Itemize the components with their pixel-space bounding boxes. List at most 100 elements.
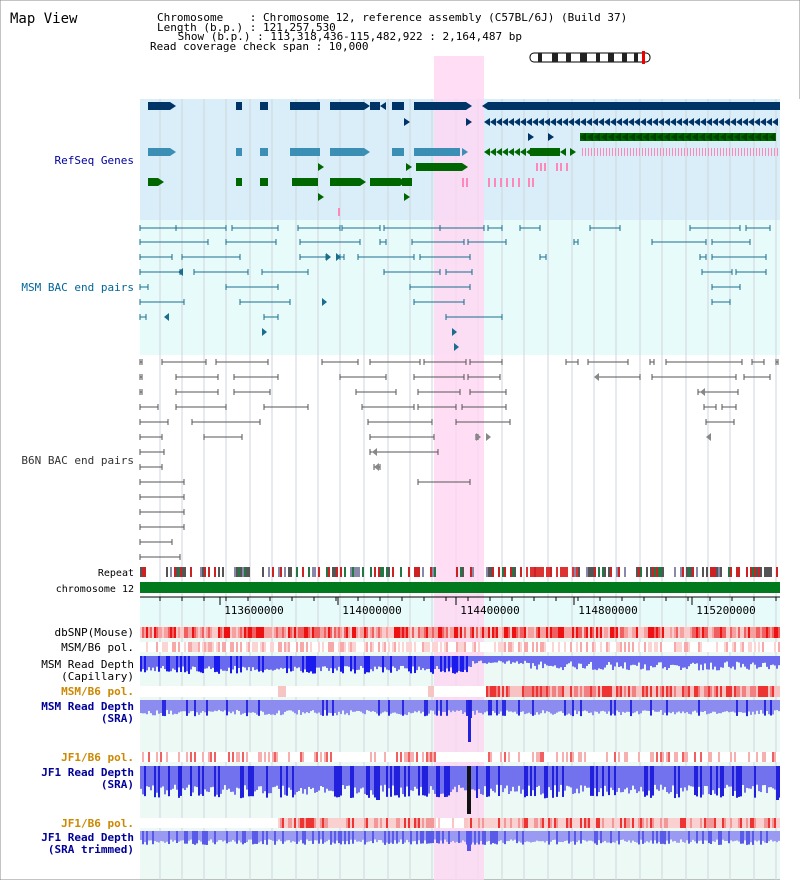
jf1-b6-pol-cell [440, 752, 442, 762]
msm-capillary-depth-bar [756, 656, 758, 669]
msm-b6-pol-cell [400, 686, 402, 697]
jf1-b6-pol-cell [438, 818, 440, 828]
jf1-trimmed-depth-bar [472, 831, 474, 843]
dbsnp-cell [312, 627, 314, 638]
jf1-trimmed-depth-bar [620, 831, 622, 840]
snp-mark [711, 148, 712, 156]
jf1-sra-depth-bar [764, 766, 766, 786]
repeat-element [766, 567, 768, 577]
msm-b6-pol-cell [306, 642, 308, 652]
jf1-sra-depth-bar [232, 766, 234, 792]
dbsnp-cell [412, 627, 414, 638]
dbsnp-cell [620, 627, 622, 638]
dbsnp-cell [346, 627, 348, 638]
msm-b6-pol-cell [470, 642, 472, 652]
msm-b6-pol-cell [176, 642, 178, 652]
msm-sra-depth-bar [482, 700, 484, 715]
msm-b6-pol-cell [590, 642, 592, 652]
msm-sra-depth-bar [670, 700, 672, 714]
jf1-b6-pol-cell [544, 818, 546, 828]
jf1-b6-pol-cell [414, 752, 416, 762]
msm-sra-depth-bar [146, 700, 148, 715]
msm-b6-pol-cell [596, 642, 598, 652]
dbsnp-cell [350, 627, 352, 638]
msm-b6-pol-cell [598, 642, 600, 652]
dbsnp-cell [278, 627, 280, 638]
msm-sra-depth-bar [148, 700, 150, 711]
jf1-trimmed-depth-bar [556, 831, 558, 845]
jf1-trimmed-depth-bar [624, 831, 626, 842]
msm-capillary-depth-bar [442, 656, 444, 672]
msm-b6-pol-cell [674, 642, 676, 652]
jf1-sra-depth-bar [330, 766, 332, 791]
jf1-b6-pol-cell [744, 818, 746, 828]
jf1-trimmed-depth-bar [638, 831, 640, 845]
refseq-gene [370, 178, 400, 186]
dbsnp-cell [632, 627, 634, 638]
jf1-b6-pol-cell [556, 818, 558, 828]
msm-capillary-depth-bar [660, 656, 662, 663]
jf1-b6-pol-cell [252, 752, 254, 762]
snp-mark [654, 148, 655, 156]
bac-end-marker [374, 463, 379, 471]
jf1-b6-pol-cell [602, 752, 604, 762]
msm-b6-pol-cell [250, 686, 252, 697]
msm-capillary-depth-bar [166, 656, 168, 672]
jf1-b6-pol-cell [490, 752, 492, 762]
msm-b6-pol-cell [660, 642, 662, 652]
msm-capillary-depth-bar [540, 656, 542, 662]
ideogram-position-marker [642, 51, 645, 64]
jf1-b6-pol-cell [660, 752, 662, 762]
jf1-b6-pol-cell [186, 818, 188, 828]
repeat-element [414, 567, 416, 577]
dbsnp-cell [534, 627, 536, 638]
msm-b6-pol-cell [494, 642, 496, 652]
jf1-b6-pol-cell [722, 752, 724, 762]
msm-capillary-depth-bar [508, 656, 510, 661]
jf1-b6-pol-cell [726, 752, 728, 762]
jf1-b6-pol-cell [600, 752, 602, 762]
msm-b6-pol-cell [776, 686, 778, 697]
dbsnp-cell [518, 627, 520, 638]
msm-sra-depth-bar [752, 700, 754, 712]
msm-b6-pol-cell [468, 686, 470, 697]
msm-sra-depth-bar [544, 700, 546, 714]
jf1-sra-depth-bar [296, 766, 298, 792]
dbsnp-cell [666, 627, 668, 638]
jf1-sra-depth-bar [598, 766, 600, 793]
jf1-b6-pol-cell [748, 818, 750, 828]
jf1-b6-pol-cell [222, 752, 224, 762]
dbsnp-cell [550, 627, 552, 638]
jf1-trimmed-depth-bar [628, 831, 630, 841]
snp-mark [512, 178, 514, 187]
jf1-sra-depth-bar [388, 766, 390, 789]
msm-b6-pol-cell [142, 686, 144, 697]
gene-arrow [688, 118, 694, 126]
dbsnp-cell [296, 627, 298, 638]
msm-b6-pol-cell [292, 686, 294, 697]
msm-sra-depth-bar [328, 700, 330, 713]
dbsnp-cell [358, 627, 360, 638]
jf1-b6-pol-cell [340, 818, 342, 828]
jf1-sra-depth-bar [554, 766, 556, 786]
jf1-sra-depth-bar [146, 766, 148, 787]
jf1-trimmed-depth-bar [644, 831, 646, 843]
dbsnp-cell [418, 627, 420, 638]
msm-b6-pol-cell [438, 686, 440, 697]
msm-b6-pol-cell [616, 642, 618, 652]
jf1-trimmed-depth-bar [542, 831, 544, 842]
repeat-element [416, 567, 418, 577]
jf1-b6-pol-cell [596, 752, 598, 762]
jf1-sra-depth-bar [612, 766, 614, 791]
jf1-b6-pol-cell [494, 818, 496, 828]
dbsnp-cell [648, 627, 650, 638]
jf1-sra-depth-bar [518, 766, 520, 786]
msm-sra-depth-bar [374, 700, 376, 712]
jf1-b6-pol-cell [328, 752, 330, 762]
jf1-b6-pol-cell [300, 752, 302, 762]
msm-capillary-depth-bar [466, 656, 468, 673]
msm-b6-pol-cell [174, 642, 176, 652]
jf1-trimmed-depth-bar [288, 831, 290, 841]
jf1-b6-pol-cell [218, 752, 220, 762]
